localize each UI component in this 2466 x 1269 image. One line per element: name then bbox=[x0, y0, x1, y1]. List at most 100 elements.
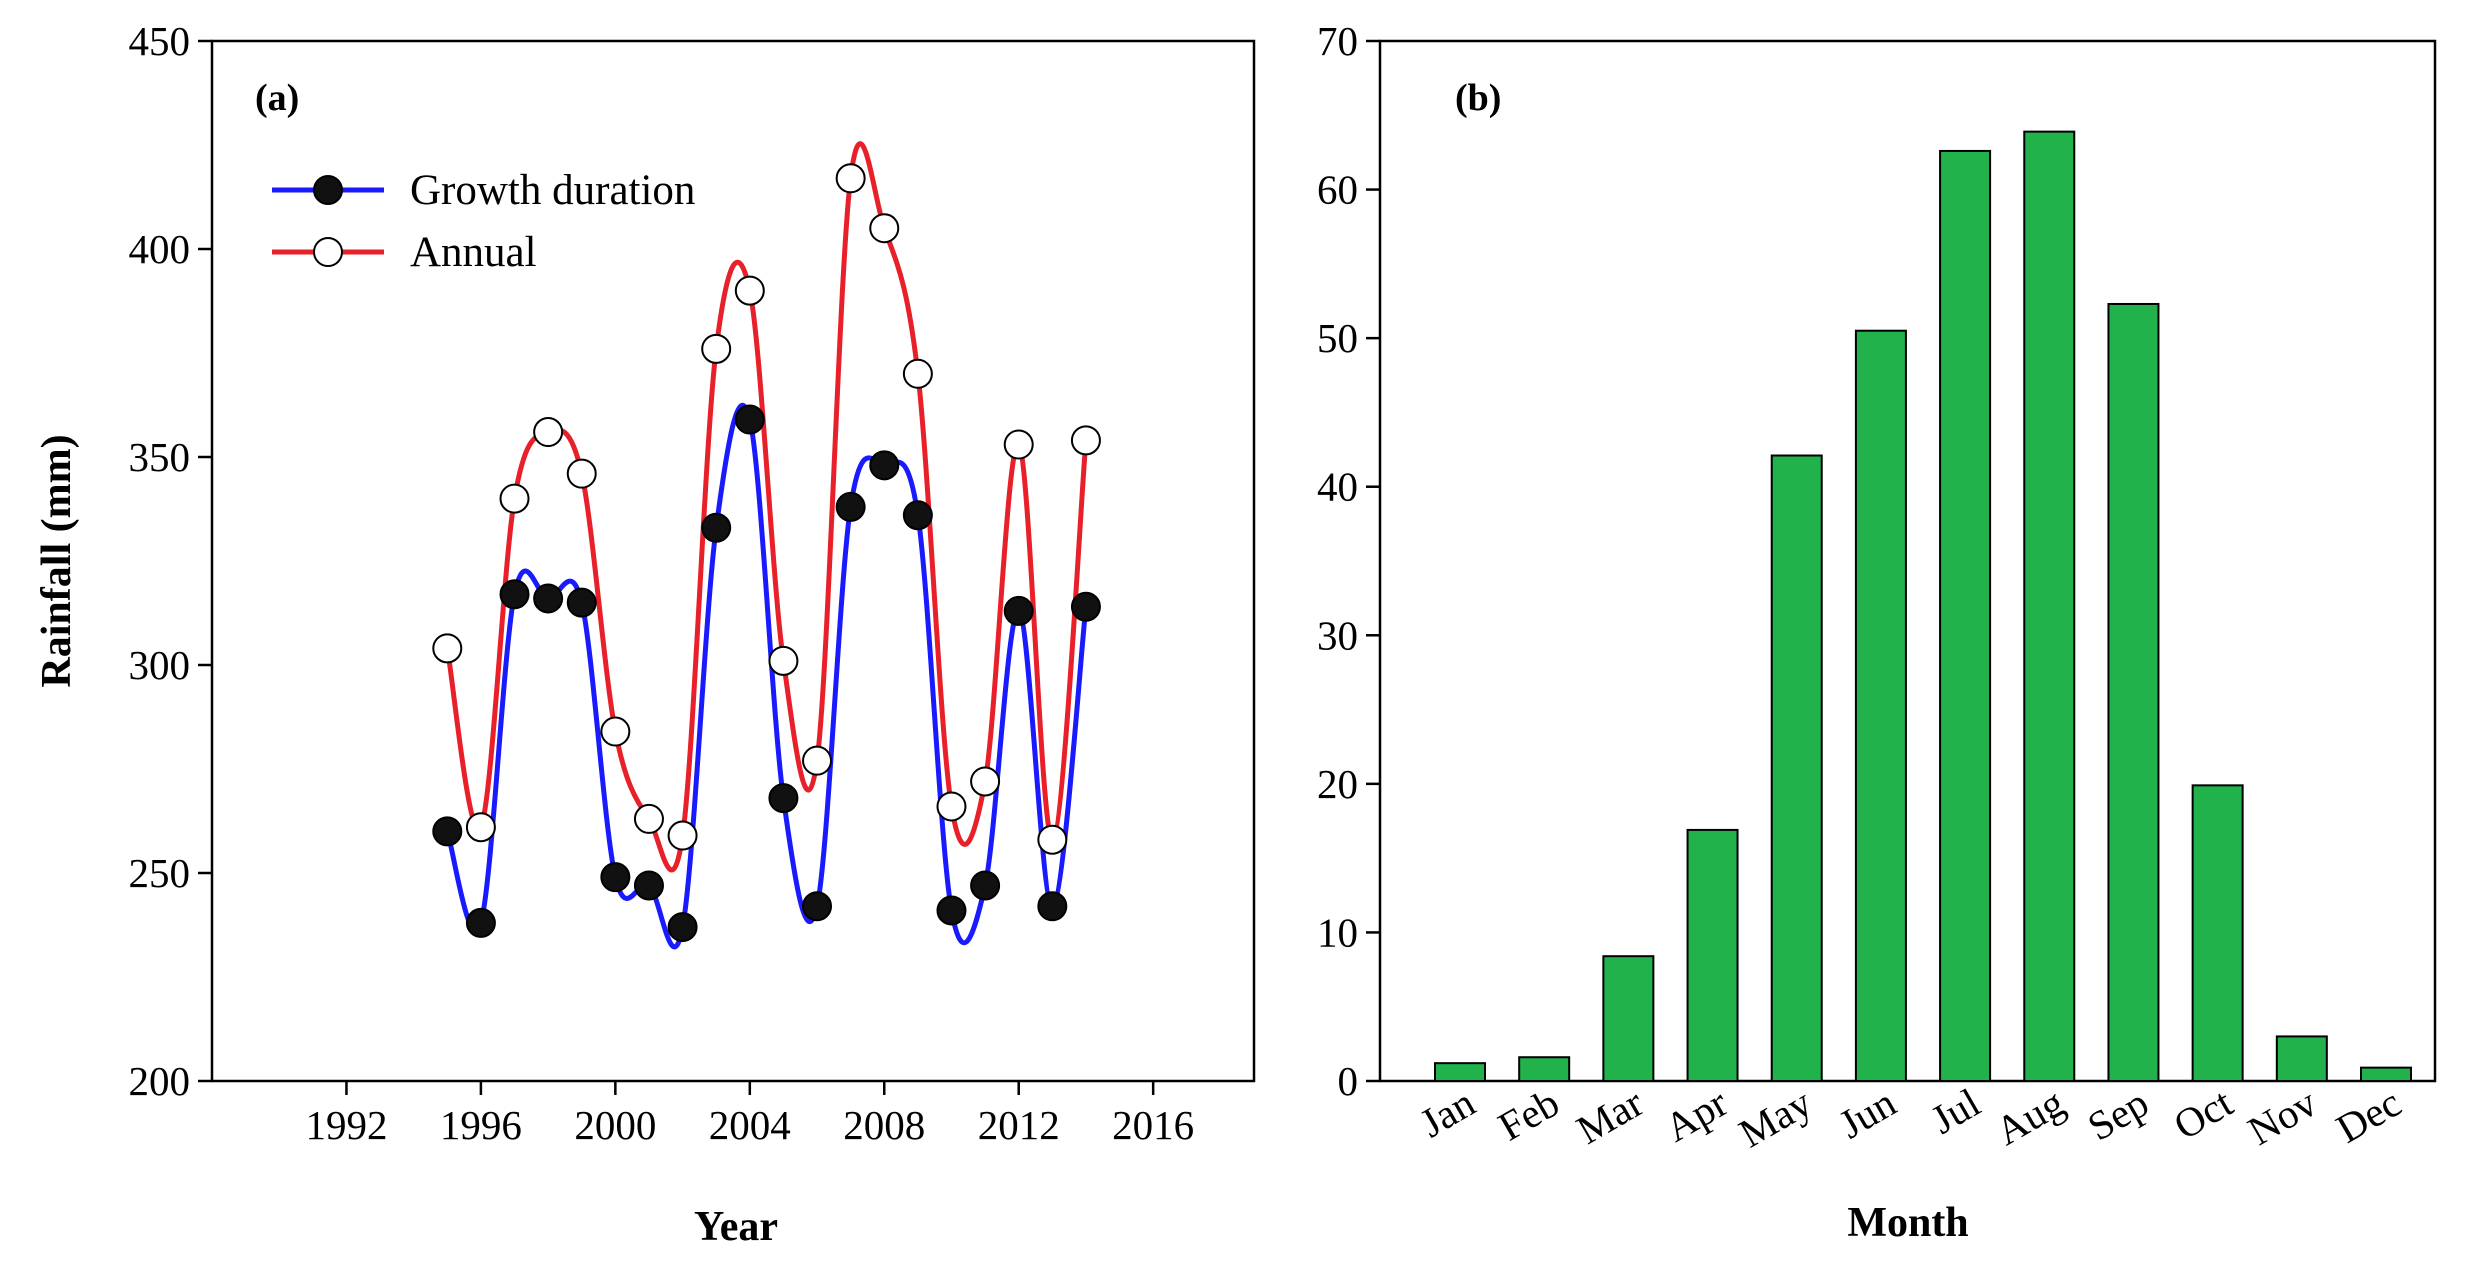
point-annual bbox=[902, 358, 933, 389]
legend-annual-marker bbox=[313, 237, 343, 267]
panel-a-y-tick-label: 200 bbox=[129, 1058, 191, 1104]
point-growth-duration bbox=[667, 912, 698, 943]
series-line-growth-duration bbox=[444, 402, 1089, 950]
panel-b-x-tick-label: Feb bbox=[1490, 1079, 1566, 1150]
panel-b-x-axis-title: Month bbox=[1847, 1200, 1968, 1246]
panel-b-y-tick-label: 0 bbox=[1338, 1058, 1359, 1104]
point-annual bbox=[835, 163, 866, 194]
point-growth-duration bbox=[600, 862, 631, 893]
point-annual bbox=[633, 803, 664, 834]
bar-oct bbox=[2191, 784, 2244, 1082]
panel-a-x-tick-label: 2008 bbox=[843, 1102, 925, 1148]
point-growth-duration bbox=[768, 783, 799, 814]
panel-a-y-tick-label: 350 bbox=[129, 434, 191, 480]
panel-a-legend: Growth duration Annual bbox=[272, 167, 695, 276]
point-growth-duration bbox=[902, 500, 933, 531]
bar-mar bbox=[1602, 955, 1655, 1083]
bar-dec bbox=[2360, 1066, 2412, 1082]
bar-jan bbox=[1434, 1062, 1486, 1082]
series-line-annual bbox=[444, 141, 1089, 873]
panel-b-x-tick-label: Oct bbox=[2166, 1079, 2241, 1149]
point-annual bbox=[1070, 425, 1101, 456]
panel-a-x-tick-label: 2000 bbox=[574, 1102, 656, 1148]
panel-a-rainfall-line-chart: 200 250 300 350 400 450 1992 1996 2000 2004 2008 20… bbox=[34, 18, 1256, 1250]
point-growth-duration bbox=[936, 895, 967, 926]
panel-a-y-axis-title: Rainfall (mm) bbox=[34, 434, 80, 687]
panel-b-x-tick-label: Mar bbox=[1569, 1079, 1651, 1153]
point-annual bbox=[970, 766, 1001, 797]
panel-b-y-tick-label: 50 bbox=[1317, 315, 1358, 361]
point-growth-duration bbox=[465, 907, 496, 938]
point-annual bbox=[600, 716, 631, 747]
point-annual bbox=[701, 333, 732, 364]
panel-a-label: (a) bbox=[255, 77, 299, 119]
panel-b-x-tick-label: Jun bbox=[1831, 1079, 1903, 1147]
bar-nov bbox=[2275, 1035, 2328, 1083]
point-growth-duration bbox=[1037, 891, 1068, 922]
point-annual bbox=[768, 645, 799, 676]
point-annual bbox=[936, 791, 967, 822]
legend-annual-label: Annual bbox=[410, 229, 537, 276]
bar-feb bbox=[1518, 1056, 1571, 1082]
panel-a-y-tick-label: 250 bbox=[129, 850, 191, 896]
panel-a-x-tick-label: 2012 bbox=[978, 1102, 1060, 1148]
point-growth-duration bbox=[869, 450, 900, 481]
point-growth-duration bbox=[1003, 595, 1034, 626]
bar-aug bbox=[2023, 130, 2076, 1082]
panel-a-y-tick-label: 400 bbox=[129, 226, 191, 272]
panel-b-x-tick-label: Sep bbox=[2080, 1079, 2156, 1150]
point-annual bbox=[869, 213, 900, 244]
point-annual bbox=[1003, 429, 1034, 460]
point-growth-duration bbox=[701, 512, 732, 543]
point-annual bbox=[802, 745, 833, 776]
point-annual bbox=[566, 458, 597, 489]
bar-jun bbox=[1854, 329, 1907, 1082]
panel-b-y-tick-label: 10 bbox=[1317, 909, 1358, 955]
panel-b-x-tick-label: Jul bbox=[1923, 1079, 1987, 1143]
legend-growth-duration-marker bbox=[313, 175, 343, 205]
panel-a-x-tick-label: 2004 bbox=[709, 1102, 791, 1148]
panel-a-series-lines bbox=[444, 141, 1089, 950]
point-annual bbox=[533, 417, 564, 448]
panel-b-x-tick-label: Nov bbox=[2240, 1079, 2325, 1154]
panel-b-bars bbox=[1434, 130, 2412, 1083]
panel-a-y-tick-label: 300 bbox=[129, 642, 191, 688]
point-growth-duration bbox=[970, 870, 1001, 901]
legend-growth-duration-label: Growth duration bbox=[410, 167, 695, 214]
point-growth-duration bbox=[1070, 591, 1101, 622]
panel-b-label: (b) bbox=[1455, 77, 1501, 119]
panel-b-y-tick-label: 40 bbox=[1317, 464, 1358, 510]
point-annual bbox=[667, 820, 698, 851]
point-annual bbox=[432, 633, 463, 664]
point-growth-duration bbox=[633, 870, 664, 901]
point-growth-duration bbox=[802, 891, 833, 922]
bar-may bbox=[1770, 454, 1823, 1082]
panel-b-x-tick-label: Jan bbox=[1412, 1079, 1482, 1146]
bar-apr bbox=[1686, 828, 1739, 1083]
panel-a-x-axis-title: Year bbox=[694, 1204, 778, 1250]
panel-b-y-tick-label: 60 bbox=[1317, 167, 1358, 213]
panel-b-x-tick-label: Dec bbox=[2328, 1079, 2408, 1152]
panel-b-x-tick-label: Aug bbox=[1988, 1079, 2072, 1154]
panel-a-x-tick-label: 1996 bbox=[440, 1102, 522, 1148]
panel-b-y-tick-label: 30 bbox=[1317, 612, 1358, 658]
point-growth-duration bbox=[499, 579, 530, 610]
panel-a-x-tick-label: 2016 bbox=[1112, 1102, 1194, 1148]
panel-a-series-markers bbox=[432, 163, 1101, 943]
point-annual bbox=[1037, 824, 1068, 855]
point-growth-duration bbox=[566, 587, 597, 618]
point-growth-duration bbox=[432, 816, 463, 847]
panel-b-x-tick-label: May bbox=[1731, 1079, 1820, 1157]
panel-a-axes: 200 250 300 350 400 450 1992 1996 2000 2004 2008 20… bbox=[129, 18, 1195, 1148]
panel-b-plot-frame bbox=[1378, 39, 2437, 1083]
point-annual bbox=[734, 275, 765, 306]
bar-jul bbox=[1939, 149, 1992, 1082]
point-growth-duration bbox=[533, 583, 564, 614]
point-annual bbox=[499, 483, 530, 514]
panel-b-x-tick-label: Apr bbox=[1657, 1079, 1736, 1151]
panel-a-y-tick-label: 450 bbox=[129, 18, 191, 64]
point-growth-duration bbox=[835, 491, 866, 522]
point-growth-duration bbox=[734, 404, 765, 435]
